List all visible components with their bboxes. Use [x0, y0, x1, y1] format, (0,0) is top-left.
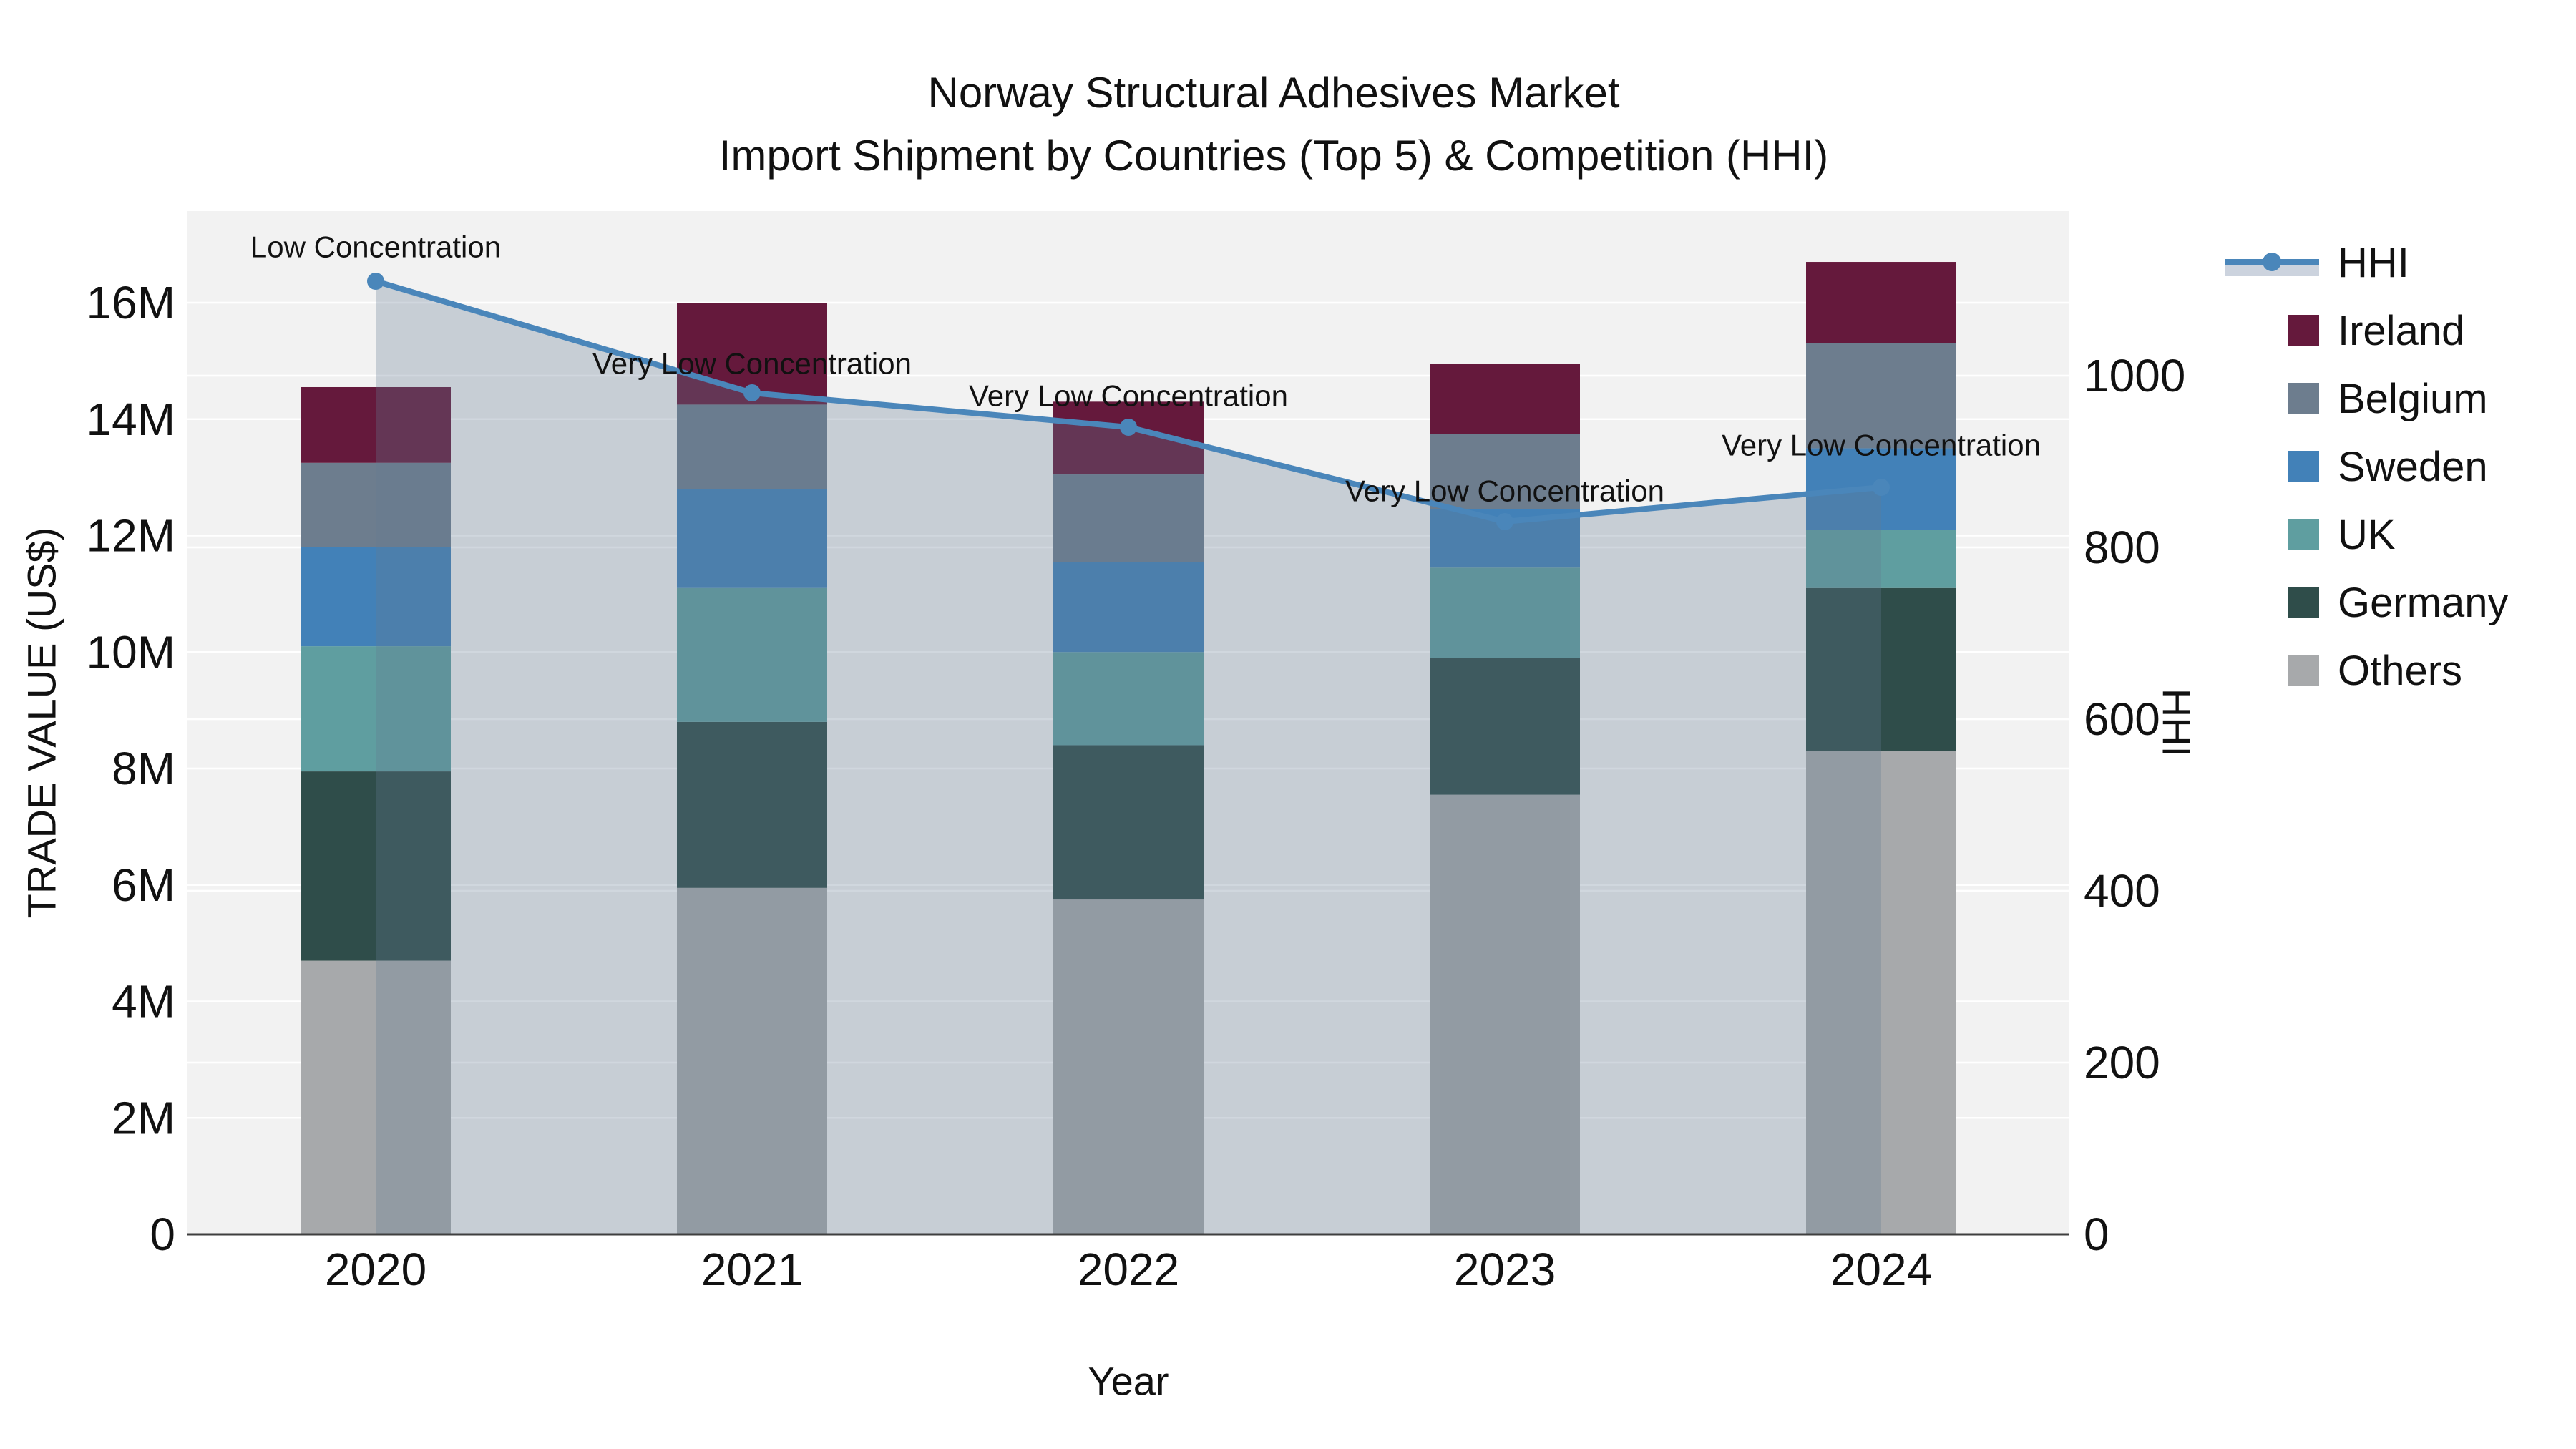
annotation-2023: Very Low Concentration	[1345, 474, 1664, 508]
legend: HHI Ireland Belgium Sweden UK Germany Others	[2225, 239, 2509, 716]
hhi-marker-2020[interactable]	[367, 273, 384, 290]
y-axis-right-tick-label: 200	[2084, 1037, 2160, 1088]
legend-swatch-icon	[2288, 519, 2319, 550]
annotation-2021: Very Low Concentration	[592, 347, 912, 381]
legend-item[interactable]: Ireland	[2288, 307, 2509, 354]
hhi-marker-2021[interactable]	[743, 384, 761, 401]
legend-label: Germany	[2338, 579, 2509, 626]
bar-segment-belgium-2022[interactable]	[1053, 474, 1204, 562]
legend-label: UK	[2338, 511, 2396, 558]
legend-item[interactable]: Germany	[2288, 579, 2509, 626]
bar-segment-others-2020[interactable]	[301, 960, 451, 1234]
bar-segment-belgium-2024[interactable]	[1806, 343, 1956, 449]
bar-segment-uk-2021[interactable]	[677, 587, 827, 722]
x-axis-tick-label: 2024	[1830, 1244, 1932, 1295]
bar-segment-ireland-2024[interactable]	[1806, 262, 1956, 343]
legend-swatch-icon	[2288, 587, 2319, 618]
annotation-2024: Very Low Concentration	[1722, 429, 2041, 462]
hhi-line-sample-icon	[2225, 253, 2319, 276]
bar-segment-sweden-2021[interactable]	[677, 489, 827, 588]
x-axis-tick-label: 2022	[1078, 1244, 1179, 1295]
legend-label: Sweden	[2338, 443, 2488, 490]
bar-segment-belgium-2021[interactable]	[677, 404, 827, 489]
bar-segment-sweden-2020[interactable]	[301, 547, 451, 647]
y-axis-left-tick-label: 8M	[112, 743, 175, 794]
legend-swatch-icon	[2288, 315, 2319, 346]
y-axis-right-tick-label: 0	[2084, 1209, 2109, 1260]
y-axis-title-right: HHI	[2154, 688, 2200, 758]
bar-segment-others-2024[interactable]	[1806, 751, 1956, 1234]
bar-segment-others-2021[interactable]	[677, 887, 827, 1234]
legend-label: Belgium	[2338, 375, 2488, 422]
hhi-area	[376, 281, 1881, 1234]
bar-segment-uk-2024[interactable]	[1806, 530, 1956, 588]
hhi-marker-2023[interactable]	[1496, 513, 1513, 530]
bar-segment-uk-2022[interactable]	[1053, 652, 1204, 746]
legend-swatch-icon	[2288, 655, 2319, 686]
chart-title-line2: Import Shipment by Countries (Top 5) & C…	[718, 132, 1829, 180]
legend-item[interactable]: UK	[2288, 511, 2509, 558]
chart-title: Norway Structural Adhesives Market Impor…	[0, 62, 2547, 187]
bar-segment-others-2023[interactable]	[1430, 794, 1580, 1234]
legend-item[interactable]: HHI	[2225, 239, 2509, 286]
bar-segment-ireland-2023[interactable]	[1430, 364, 1580, 434]
x-axis-tick-label: 2020	[325, 1244, 426, 1295]
y-axis-left-tick-label: 12M	[87, 510, 176, 562]
bar-segment-germany-2022[interactable]	[1053, 745, 1204, 900]
y-axis-right-tick-label: 800	[2084, 522, 2160, 573]
annotation-2022: Very Low Concentration	[969, 379, 1288, 413]
y-axis-left-tick-label: 10M	[87, 626, 176, 678]
annotation-2020: Low Concentration	[250, 230, 501, 264]
bar-segment-sweden-2022[interactable]	[1053, 562, 1204, 653]
y-axis-left-tick-label: 6M	[112, 859, 175, 911]
y-axis-right-tick-label: 1000	[2084, 350, 2185, 401]
legend-label: Ireland	[2338, 307, 2465, 354]
bar-segment-uk-2023[interactable]	[1430, 567, 1580, 658]
bar-segment-germany-2020[interactable]	[301, 771, 451, 961]
y-axis-left-tick-label: 2M	[112, 1092, 175, 1143]
legend-item[interactable]: Others	[2288, 647, 2509, 694]
x-axis-tick-label: 2023	[1454, 1244, 1556, 1295]
bar-segment-uk-2020[interactable]	[301, 646, 451, 772]
legend-item[interactable]: Belgium	[2288, 375, 2509, 422]
x-axis-tick-label: 2021	[701, 1244, 803, 1295]
bar-segment-belgium-2020[interactable]	[301, 462, 451, 547]
bar-segment-others-2022[interactable]	[1053, 899, 1204, 1234]
hhi-marker-2024[interactable]	[1873, 479, 1890, 496]
y-axis-right-tick-label: 400	[2084, 865, 2160, 917]
legend-swatch-icon	[2288, 451, 2319, 482]
hhi-marker-2022[interactable]	[1120, 419, 1137, 436]
chart-title-line1: Norway Structural Adhesives Market	[927, 69, 1620, 117]
legend-swatch-icon	[2288, 383, 2319, 414]
bar-segment-belgium-2023[interactable]	[1430, 434, 1580, 509]
y-axis-left-tick-label: 0	[150, 1209, 175, 1260]
y-axis-left-tick-label: 14M	[87, 394, 176, 445]
legend-label: Others	[2338, 647, 2463, 694]
y-axis-left-tick-label: 16M	[87, 277, 176, 328]
y-axis-right-tick-label: 600	[2084, 693, 2160, 745]
bar-segment-ireland-2020[interactable]	[301, 386, 451, 463]
y-axis-title-left: TRADE VALUE (US$)	[19, 527, 64, 919]
legend-label: HHI	[2338, 239, 2409, 286]
x-axis-title: Year	[1088, 1358, 1169, 1404]
y-axis-left-tick-label: 4M	[112, 976, 175, 1028]
legend-item[interactable]: Sweden	[2288, 443, 2509, 490]
bar-segment-germany-2024[interactable]	[1806, 587, 1956, 751]
bar-segment-germany-2023[interactable]	[1430, 658, 1580, 795]
bar-segment-germany-2021[interactable]	[677, 721, 827, 888]
